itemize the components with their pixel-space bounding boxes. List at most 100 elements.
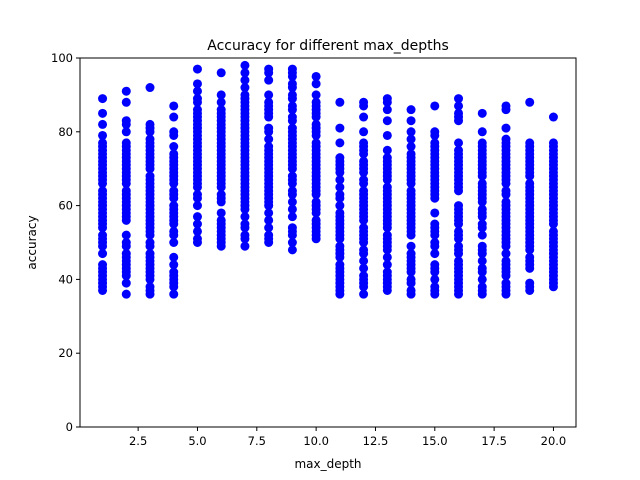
data-point bbox=[287, 64, 297, 74]
data-point bbox=[216, 68, 226, 78]
data-point bbox=[287, 90, 297, 100]
data-point bbox=[121, 127, 131, 137]
data-point bbox=[169, 149, 179, 159]
data-point bbox=[145, 83, 155, 93]
data-point bbox=[477, 108, 487, 118]
data-point bbox=[525, 97, 535, 107]
data-point bbox=[454, 108, 464, 118]
data-point bbox=[98, 108, 108, 118]
data-point bbox=[192, 105, 202, 115]
data-point bbox=[335, 208, 345, 218]
x-tick-label: 2.5 bbox=[129, 434, 147, 448]
data-point bbox=[192, 201, 202, 211]
data-point bbox=[169, 201, 179, 211]
data-point bbox=[240, 212, 250, 222]
data-point bbox=[287, 123, 297, 133]
data-point bbox=[240, 241, 250, 251]
data-point bbox=[311, 138, 321, 148]
data-point bbox=[121, 238, 131, 247]
data-point bbox=[98, 230, 108, 240]
data-point bbox=[264, 97, 274, 107]
x-tick-label: 20.0 bbox=[541, 434, 567, 448]
data-point bbox=[430, 249, 440, 259]
data-point bbox=[430, 208, 440, 218]
data-point bbox=[359, 175, 369, 185]
data-point bbox=[382, 153, 392, 163]
data-point bbox=[192, 219, 202, 229]
y-tick-label: 20 bbox=[58, 346, 73, 360]
data-point bbox=[525, 252, 535, 262]
data-point bbox=[98, 130, 108, 140]
data-point bbox=[406, 241, 416, 251]
data-point bbox=[406, 134, 416, 144]
data-point bbox=[335, 123, 345, 133]
data-point bbox=[525, 138, 535, 148]
data-point bbox=[169, 267, 179, 277]
data-point bbox=[430, 101, 440, 111]
data-point bbox=[548, 226, 558, 236]
data-point bbox=[311, 197, 321, 207]
data-point bbox=[406, 116, 416, 126]
data-point bbox=[264, 215, 274, 225]
data-point bbox=[98, 119, 108, 129]
data-point bbox=[240, 60, 250, 70]
data-points bbox=[98, 60, 558, 299]
data-point bbox=[287, 186, 297, 196]
data-point bbox=[216, 105, 226, 115]
data-point bbox=[121, 278, 131, 288]
data-point bbox=[359, 156, 369, 166]
data-point bbox=[359, 97, 369, 107]
data-point bbox=[216, 190, 226, 200]
x-tick-label: 7.5 bbox=[248, 434, 266, 448]
data-point bbox=[240, 75, 250, 85]
data-point bbox=[406, 142, 416, 152]
data-point bbox=[121, 116, 131, 126]
data-point bbox=[192, 226, 202, 236]
data-point bbox=[287, 197, 297, 207]
data-point bbox=[98, 260, 108, 270]
data-point bbox=[359, 289, 369, 299]
data-point bbox=[501, 186, 511, 196]
data-point bbox=[382, 94, 392, 104]
data-point bbox=[216, 90, 226, 100]
data-point bbox=[454, 241, 464, 251]
data-point bbox=[287, 112, 297, 122]
data-point bbox=[454, 201, 464, 211]
data-point bbox=[406, 105, 416, 115]
data-point bbox=[382, 116, 392, 126]
data-point bbox=[287, 223, 297, 233]
data-point bbox=[311, 215, 321, 225]
data-point bbox=[264, 142, 274, 152]
data-point bbox=[240, 219, 250, 229]
data-point bbox=[264, 230, 274, 240]
data-point bbox=[169, 186, 179, 196]
data-point bbox=[359, 223, 369, 233]
data-point bbox=[525, 278, 535, 288]
data-point bbox=[501, 278, 511, 288]
data-point bbox=[98, 186, 108, 196]
data-point bbox=[382, 130, 392, 140]
data-point bbox=[121, 97, 131, 107]
data-point bbox=[406, 186, 416, 196]
data-point bbox=[359, 256, 369, 266]
x-tick-label: 10.0 bbox=[303, 434, 329, 448]
data-point bbox=[477, 230, 487, 240]
data-point bbox=[216, 97, 226, 107]
data-point bbox=[240, 68, 250, 78]
data-point bbox=[477, 138, 487, 148]
data-point bbox=[406, 274, 416, 284]
x-axis-label: max_depth bbox=[294, 457, 361, 471]
data-point bbox=[311, 79, 321, 89]
data-point bbox=[335, 175, 345, 185]
data-point bbox=[98, 138, 108, 148]
data-point bbox=[145, 282, 155, 292]
data-point bbox=[192, 64, 202, 74]
data-point bbox=[382, 105, 392, 115]
data-point bbox=[311, 90, 321, 100]
data-point bbox=[335, 153, 345, 163]
data-point bbox=[359, 245, 369, 255]
data-point bbox=[287, 79, 297, 89]
data-point bbox=[430, 219, 440, 229]
data-point bbox=[335, 260, 345, 270]
data-point bbox=[98, 94, 108, 104]
